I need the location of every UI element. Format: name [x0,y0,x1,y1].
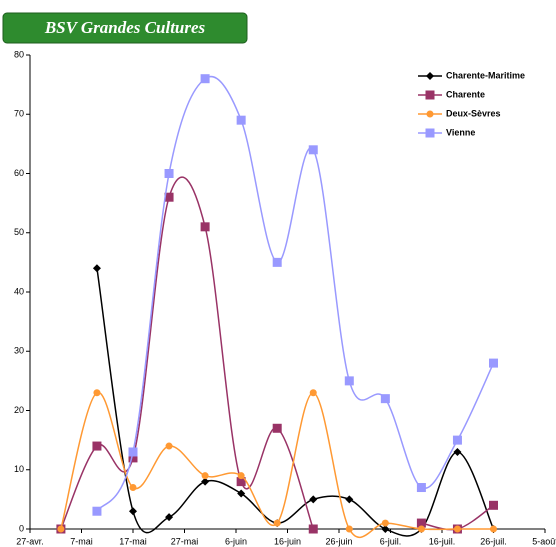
y-tick-label: 10 [14,464,24,474]
legend-marker [426,72,434,80]
x-tick-label: 17-mai [119,536,147,546]
x-tick-label: 6-juin [225,536,247,546]
data-point [453,447,462,456]
data-point [129,507,137,516]
data-point [128,453,138,463]
data-point [345,495,354,504]
legend-label: Vienne [446,127,475,137]
series-line [96,76,495,512]
data-point [93,389,101,397]
x-tick-label: 5-août [532,536,556,546]
data-point [453,525,461,533]
data-point [309,495,318,504]
x-tick-label: 27-mai [171,536,199,546]
x-tick-label: 6-juil. [380,536,402,546]
data-point [92,506,102,516]
data-point [381,519,389,527]
y-tick-label: 80 [14,49,24,59]
data-point [489,358,498,368]
x-tick-label: 26-juil. [480,536,507,546]
data-point [201,477,210,486]
data-point [165,513,174,522]
data-point [272,257,282,267]
data-point [92,441,102,451]
banner: BSV Grandes Cultures [44,18,206,37]
legend-label: Deux-Sèvres [446,108,501,118]
x-tick-label: 16-juin [274,536,301,546]
data-point [236,477,246,487]
y-tick-label: 50 [14,227,24,237]
legend-marker [425,128,435,138]
data-point [57,525,65,533]
data-point [92,264,101,273]
x-tick-label: 7-mai [70,536,93,546]
x-tick-label: 27-avr. [16,536,44,546]
data-point [201,472,209,480]
data-point [237,472,245,480]
y-tick-label: 60 [14,168,24,178]
data-point [164,192,174,202]
data-point [490,525,497,533]
data-point [416,518,426,528]
y-tick-label: 0 [19,523,24,533]
banner-box [2,12,248,44]
series-line [60,176,314,530]
data-point [381,525,390,533]
y-tick-label: 30 [14,346,24,356]
data-point [128,447,138,457]
x-tick-label: 16-juil. [429,536,456,546]
data-point [237,489,246,498]
legend-label: Charente-Maritime [446,70,525,80]
data-point [165,442,173,450]
data-point [236,115,246,125]
data-point [416,483,426,493]
y-tick-label: 40 [14,286,24,296]
data-point [129,484,137,492]
legend-label: Charente [446,89,485,99]
y-tick-label: 70 [14,109,24,119]
data-point [308,145,318,155]
data-point [200,74,210,84]
data-point [345,525,353,533]
data-point [380,394,390,404]
data-point [489,500,498,510]
data-point [452,435,462,445]
data-point [308,524,318,534]
data-point [417,525,425,533]
legend-marker [425,90,435,100]
x-tick-label: 26-juin [325,536,352,546]
series-line [96,268,495,537]
data-point [344,376,354,386]
data-point [200,222,210,232]
legend-marker [426,110,434,118]
y-tick-label: 20 [14,405,24,415]
data-point [164,169,174,178]
data-point [272,423,282,433]
data-point [273,519,281,527]
data-point [309,389,317,397]
